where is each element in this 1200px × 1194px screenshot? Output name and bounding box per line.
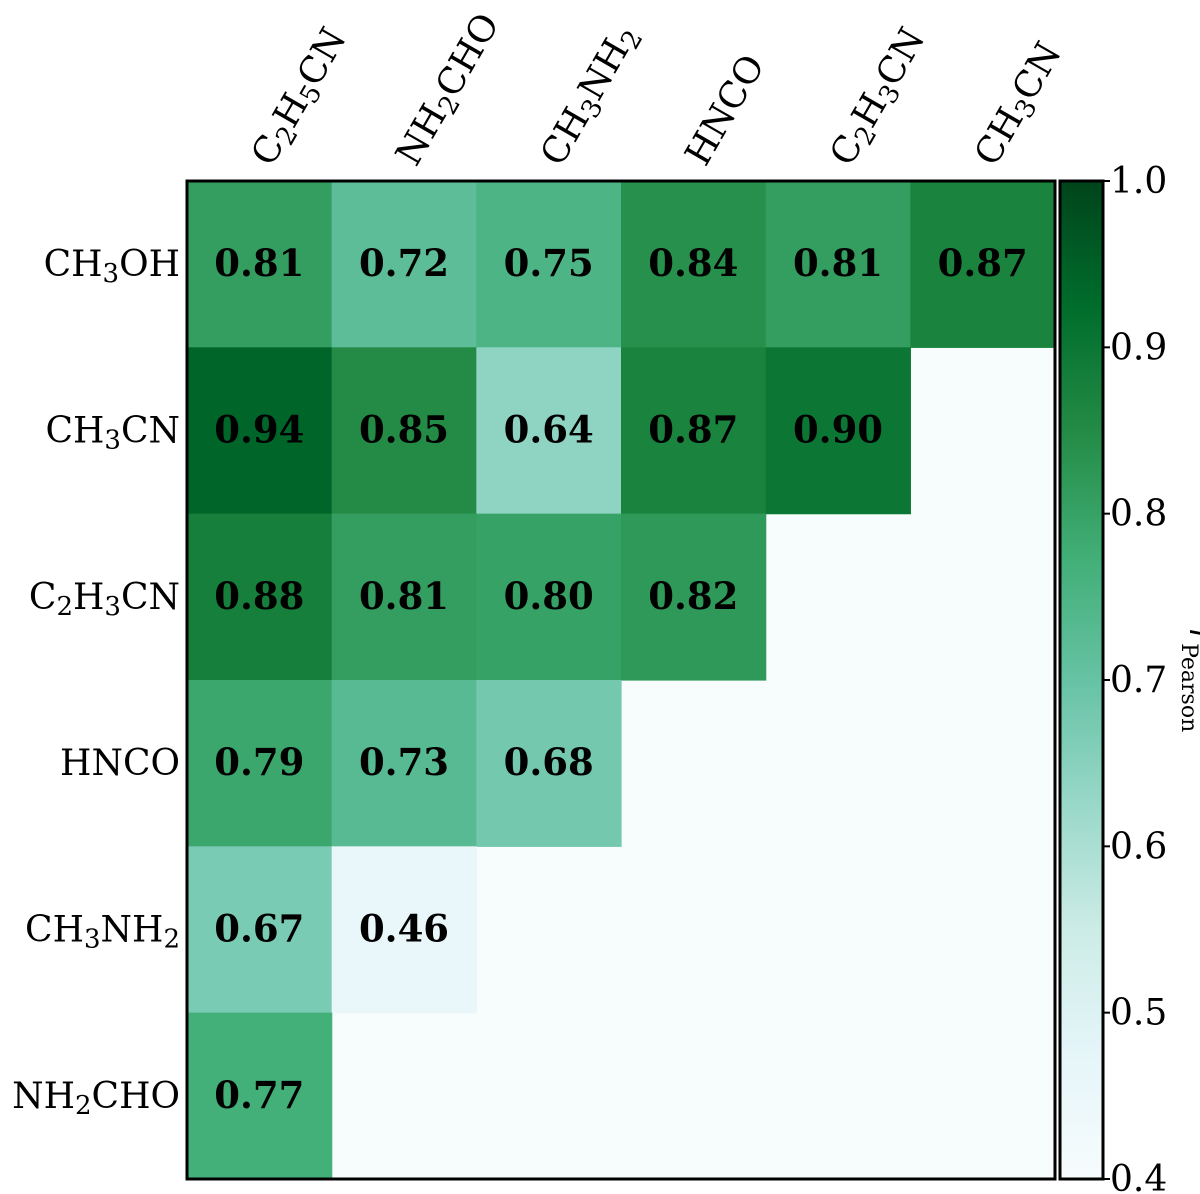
heatmap-cell xyxy=(621,347,767,515)
cell-value-label: 0.72 xyxy=(359,241,449,285)
heatmap-cell xyxy=(765,347,911,515)
colorbar: 1.0 0.9 0.8 0.7 0.6 0.5 0.4 rPearson xyxy=(1058,161,1200,1194)
cell-value-label: 0.81 xyxy=(359,574,449,618)
column-label: CH3NH2 xyxy=(533,18,649,175)
heatmap-cell xyxy=(621,181,767,348)
cell-value-label: 0.88 xyxy=(214,574,304,618)
cell-value-label: 0.77 xyxy=(214,1073,304,1117)
heatmap-cells xyxy=(187,181,1056,1180)
colorbar-tick-label: 0.9 xyxy=(1110,327,1167,368)
row-label: C2H3CN xyxy=(29,577,180,622)
colorbar-ticks: 1.0 0.9 0.8 0.7 0.6 0.5 0.4 xyxy=(1103,161,1167,1194)
cell-value-label: 0.81 xyxy=(214,241,304,285)
heatmap-cell xyxy=(331,181,477,348)
cell-value-label: 0.87 xyxy=(938,241,1028,285)
heatmap-cell xyxy=(331,513,477,681)
row-label: CH3OH xyxy=(44,244,180,289)
heatmap-cell xyxy=(331,679,477,847)
cell-value-label: 0.79 xyxy=(214,740,304,784)
cell-value-label: 0.46 xyxy=(359,906,449,950)
heatmap-cell xyxy=(187,1012,333,1180)
heatmap-frame xyxy=(185,179,1057,1181)
colorbar-tick-label: 1.0 xyxy=(1110,161,1167,202)
row-label: CH3CN xyxy=(45,410,180,455)
heatmap-cell xyxy=(187,181,333,348)
heatmap-cell xyxy=(331,846,477,1014)
heatmap-cell xyxy=(187,846,333,1014)
heatmap-value-labels: 0.81 0.72 0.75 0.84 0.81 0.87 0.94 0.85 0.64 0.87… xyxy=(214,241,1027,1117)
colorbar-gradient xyxy=(1058,179,1105,1181)
column-label: C2H5CN xyxy=(244,21,358,174)
heatmap-cell xyxy=(187,679,333,847)
heatmap-cell xyxy=(331,347,477,515)
row-label: CH3NH2 xyxy=(25,909,180,954)
heatmap-cell xyxy=(910,181,1056,348)
colorbar-tick-label: 0.8 xyxy=(1110,494,1167,535)
column-label: HNCO xyxy=(678,48,773,172)
cell-value-label: 0.75 xyxy=(504,241,594,285)
cell-value-label: 0.84 xyxy=(648,241,738,285)
cell-value-label: 0.64 xyxy=(504,407,594,451)
colorbar-tick-label: 0.4 xyxy=(1110,1159,1167,1194)
heatmap-cell xyxy=(476,513,622,681)
heatmap-cell xyxy=(476,679,622,847)
heatmap-cell xyxy=(187,347,333,515)
row-label: HNCO xyxy=(60,743,180,784)
column-label: C2H3CN xyxy=(822,21,936,174)
cell-value-label: 0.94 xyxy=(214,407,304,451)
heatmap-cell xyxy=(187,513,333,681)
cell-value-label: 0.68 xyxy=(504,740,594,784)
heatmap-cell xyxy=(476,347,622,515)
colorbar-label: rPearson xyxy=(1176,628,1200,732)
cell-value-label: 0.90 xyxy=(793,407,883,451)
heatmap-cell xyxy=(765,181,911,348)
row-label: NH2CHO xyxy=(12,1076,180,1121)
column-label: NH2CHO xyxy=(388,7,511,175)
column-label: CH3CN xyxy=(967,35,1073,174)
colorbar-tick-label: 0.5 xyxy=(1110,993,1167,1034)
cell-value-label: 0.73 xyxy=(359,740,449,784)
heatmap-cell xyxy=(476,181,622,348)
cell-value-label: 0.87 xyxy=(648,407,738,451)
cell-value-label: 0.67 xyxy=(214,906,304,950)
cell-value-label: 0.82 xyxy=(648,574,738,618)
colorbar-tick-label: 0.6 xyxy=(1110,826,1167,867)
cell-value-label: 0.81 xyxy=(793,241,883,285)
row-labels: CH3OH CH3CN C2H3CN HNCO CH3NH2 NH2CHO xyxy=(12,244,180,1120)
colorbar-tick-label: 0.7 xyxy=(1110,660,1167,701)
cell-value-label: 0.85 xyxy=(359,407,449,451)
heatmap-cell xyxy=(621,513,767,681)
cell-value-label: 0.80 xyxy=(504,574,594,618)
